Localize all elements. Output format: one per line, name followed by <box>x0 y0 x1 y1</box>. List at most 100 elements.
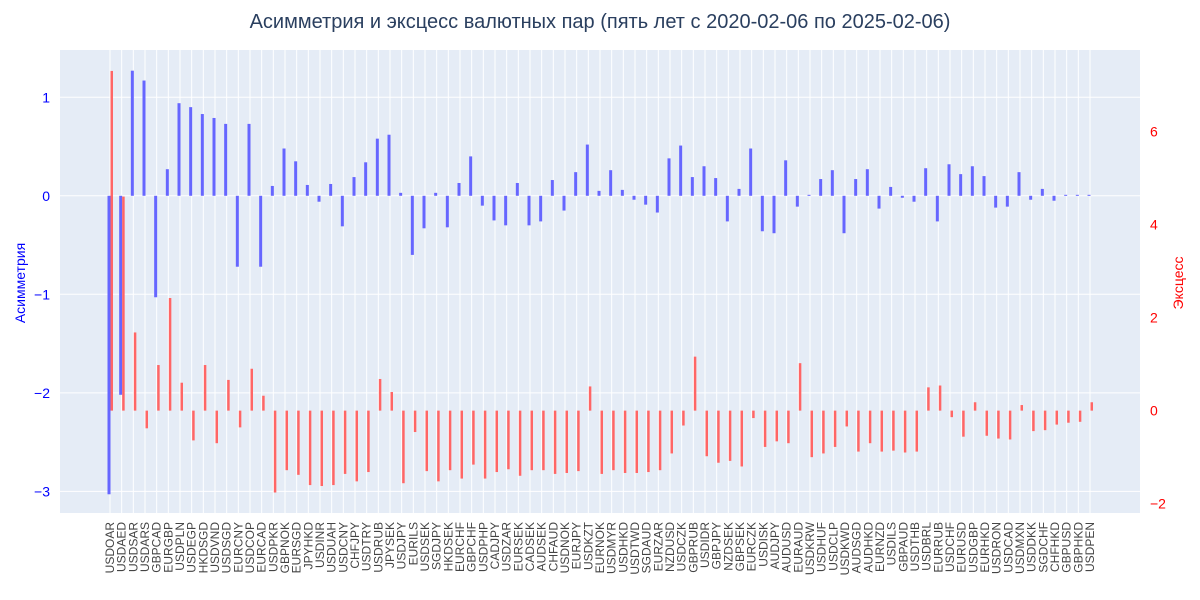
skew-bar-GBPSEK <box>737 188 741 196</box>
skew-bar-USDCOP <box>247 123 251 196</box>
kurt-bar-USDVND <box>215 410 218 444</box>
skew-bar-JPYHKD <box>305 184 309 196</box>
kurt-bar-USDTHB <box>915 410 918 452</box>
kurt-bar-GBPHKD <box>1078 410 1082 422</box>
x-tick-label-EURSGD: EURSGD <box>290 522 304 574</box>
x-tick-label-USDTWD: USDTWD <box>628 522 642 575</box>
skew-bar-USDJPY <box>399 192 403 196</box>
kurt-bar-USDINR <box>320 410 323 487</box>
x-tick-label-GBPUSD: GBPUSD <box>1060 522 1074 573</box>
kurt-bar-USDPEN <box>1090 402 1093 411</box>
skew-bar-EURNZD <box>877 195 881 209</box>
x-tick-label-HKDSGD: HKDSGD <box>196 522 210 574</box>
skew-bar-USDHUF <box>819 179 823 196</box>
x-tick-label-GBPJPY: GBPJPY <box>710 522 724 569</box>
skew-bar-USDUAH <box>329 183 333 196</box>
left-tick-label: 1 <box>42 89 50 105</box>
skew-bar-USDAED <box>119 195 123 395</box>
x-tick-label-USDPLN: USDPLN <box>173 522 187 571</box>
kurt-bar-USDKZT <box>588 386 592 411</box>
skew-bar-EURAUD <box>795 195 799 207</box>
x-tick-label-USDBRL: USDBRL <box>920 522 934 571</box>
x-tick-label-USDTHB: USDTHB <box>908 522 922 571</box>
x-tick-label-GBPCAD: GBPCAD <box>150 522 164 573</box>
kurt-bar-USDPHP <box>483 410 487 479</box>
left-tick-label: −3 <box>34 483 50 499</box>
skew-bar-AUDSGD <box>854 179 858 196</box>
x-tick-label-USDMXN: USDMXN <box>1013 522 1027 574</box>
kurt-bar-GBPJPY <box>717 410 720 463</box>
skew-bar-EURCNY <box>235 195 239 267</box>
x-tick-label-EURUSD: EURUSD <box>955 522 969 573</box>
x-tick-label-USDTRY: USDTRY <box>360 522 374 571</box>
x-tick-label-JPYHKD: JPYHKD <box>301 522 315 570</box>
kurt-bar-EURCZK <box>752 410 755 419</box>
x-tick-label-AUDSEK: AUDSEK <box>535 522 549 571</box>
kurt-bar-GBPRUB <box>693 356 697 411</box>
kurt-bar-EURZAR <box>658 410 662 471</box>
skew-bar-USDTHB <box>912 195 916 202</box>
kurt-bar-SGDJPY <box>437 410 440 482</box>
x-tick-label-USDARS: USDARS <box>138 522 152 572</box>
kurt-bar-USDBRL <box>927 387 930 411</box>
kurt-bar-USDCOP <box>250 368 253 411</box>
kurt-bar-USDHKD <box>623 410 627 473</box>
kurt-bar-CADSEK <box>530 410 533 471</box>
x-tick-label-USDSAR: USDSAR <box>126 522 140 572</box>
skew-bar-USDKRW <box>807 194 811 196</box>
kurt-bar-USDEGP <box>192 410 195 441</box>
skew-bar-SGDJPY <box>434 192 438 196</box>
x-tick-label-USDJPY: USDJPY <box>395 522 409 569</box>
kurt-bar-EURSEK <box>518 410 522 476</box>
skew-bar-AUDUSD <box>784 160 788 196</box>
skew-bar-CADJPY <box>492 195 496 221</box>
x-tick-label-USDCAD: USDCAD <box>1001 522 1015 573</box>
x-tick-label-USDHUF: USDHUF <box>815 522 829 572</box>
kurt-bar-USDGBP <box>973 402 977 411</box>
kurt-bar-USDMYR <box>612 410 615 471</box>
skew-bar-GBPHKD <box>1075 194 1079 196</box>
x-tick-label-USDOAR: USDOAR <box>103 522 117 574</box>
x-tick-label-GBPSEK: GBPSEK <box>733 522 747 571</box>
skew-bar-USDINR <box>317 195 321 202</box>
chart-title: Асимметрия и эксцесс валютных пар (пять … <box>250 11 951 33</box>
x-tick-label-USDHKD: USDHKD <box>616 522 630 573</box>
kurt-bar-AUDHKD <box>868 410 872 444</box>
skew-bar-EURRUB <box>935 195 939 222</box>
skew-bar-GBPCAD <box>154 195 158 298</box>
kurt-bar-EURCAD <box>262 395 265 411</box>
skew-bar-EURUSD <box>959 174 963 196</box>
x-tick-label-EURAUD: EURAUD <box>791 522 805 573</box>
skew-bar-USDZAR <box>504 195 508 226</box>
kurt-bar-USDRUB <box>378 378 382 411</box>
kurt-bar-USDISK <box>763 410 767 447</box>
skew-bar-GBPRUB <box>690 177 694 196</box>
x-tick-label-USDGBP: USDGBP <box>966 522 980 573</box>
x-tick-label-USDAED: USDAED <box>115 522 129 572</box>
left-tick-label: −1 <box>34 286 50 302</box>
x-tick-label-EURCHF: EURCHF <box>453 522 467 572</box>
skew-bar-USDIDR <box>702 166 706 196</box>
skew-bar-USDMXN <box>1017 172 1021 196</box>
kurt-bar-EURILS <box>413 410 417 433</box>
kurt-bar-AUDSGD <box>857 410 860 452</box>
skew-bar-NZDSEK <box>725 195 729 222</box>
x-tick-label-EURILS: EURILS <box>406 522 420 565</box>
skew-bar-USDCHF <box>947 164 951 196</box>
kurt-bar-NZDSEK <box>728 410 732 461</box>
skew-bar-EURGBP <box>165 169 169 196</box>
kurt-bar-USDKRW <box>810 410 813 458</box>
x-tick-label-EURNOK: EURNOK <box>593 522 607 573</box>
x-tick-label-AUDHKD: AUDHKD <box>861 522 875 573</box>
x-tick-label-USDVND: USDVND <box>208 522 222 573</box>
y-axis-title-right: Эксцесс <box>1170 257 1186 310</box>
skew-bar-USDRON <box>994 195 998 208</box>
skew-bar-USDSGD <box>224 123 228 196</box>
skew-bar-EURCHF <box>457 182 461 196</box>
x-tick-label-EURCNY: EURCNY <box>231 522 245 573</box>
x-tick-label-SGDJPY: SGDJPY <box>430 522 444 570</box>
skew-bar-AUDSEK <box>539 195 543 222</box>
x-tick-label-USDCNY: USDCNY <box>336 522 350 573</box>
x-tick-label-USDKRW: USDKRW <box>803 521 817 575</box>
kurt-bar-USDTRY <box>367 410 370 473</box>
